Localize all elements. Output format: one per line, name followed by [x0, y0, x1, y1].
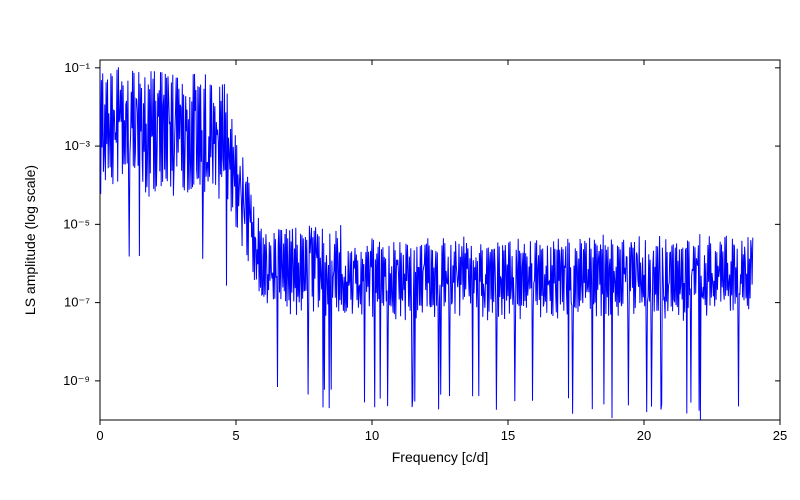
y-tick-label: 10⁻⁵: [63, 216, 90, 231]
x-axis-label: Frequency [c/d]: [392, 449, 489, 465]
y-tick-label: 10⁻¹: [64, 60, 90, 75]
y-tick-label: 10⁻⁷: [64, 295, 90, 310]
x-tick-label: 5: [232, 428, 239, 443]
plot-border: [100, 60, 780, 420]
x-tick-label: 25: [773, 428, 787, 443]
y-axis-label: LS amplitude (log scale): [22, 165, 38, 315]
x-tick-label: 15: [501, 428, 515, 443]
x-tick-label: 0: [96, 428, 103, 443]
periodogram-chart: 0 5 10 15 20 25 10⁻⁹ 10⁻⁷ 10⁻⁵ 10⁻³ 10⁻¹ Frequency …: [0, 0, 800, 500]
chart-container: 0 5 10 15 20 25 10⁻⁹ 10⁻⁷ 10⁻⁵ 10⁻³ 10⁻¹ Frequency …: [0, 0, 800, 500]
y-tick-label: 10⁻³: [64, 138, 90, 153]
periodogram-line: [100, 67, 753, 420]
x-tick-label: 10: [365, 428, 379, 443]
x-tick-label: 20: [637, 428, 651, 443]
y-tick-label: 10⁻⁹: [63, 373, 90, 388]
